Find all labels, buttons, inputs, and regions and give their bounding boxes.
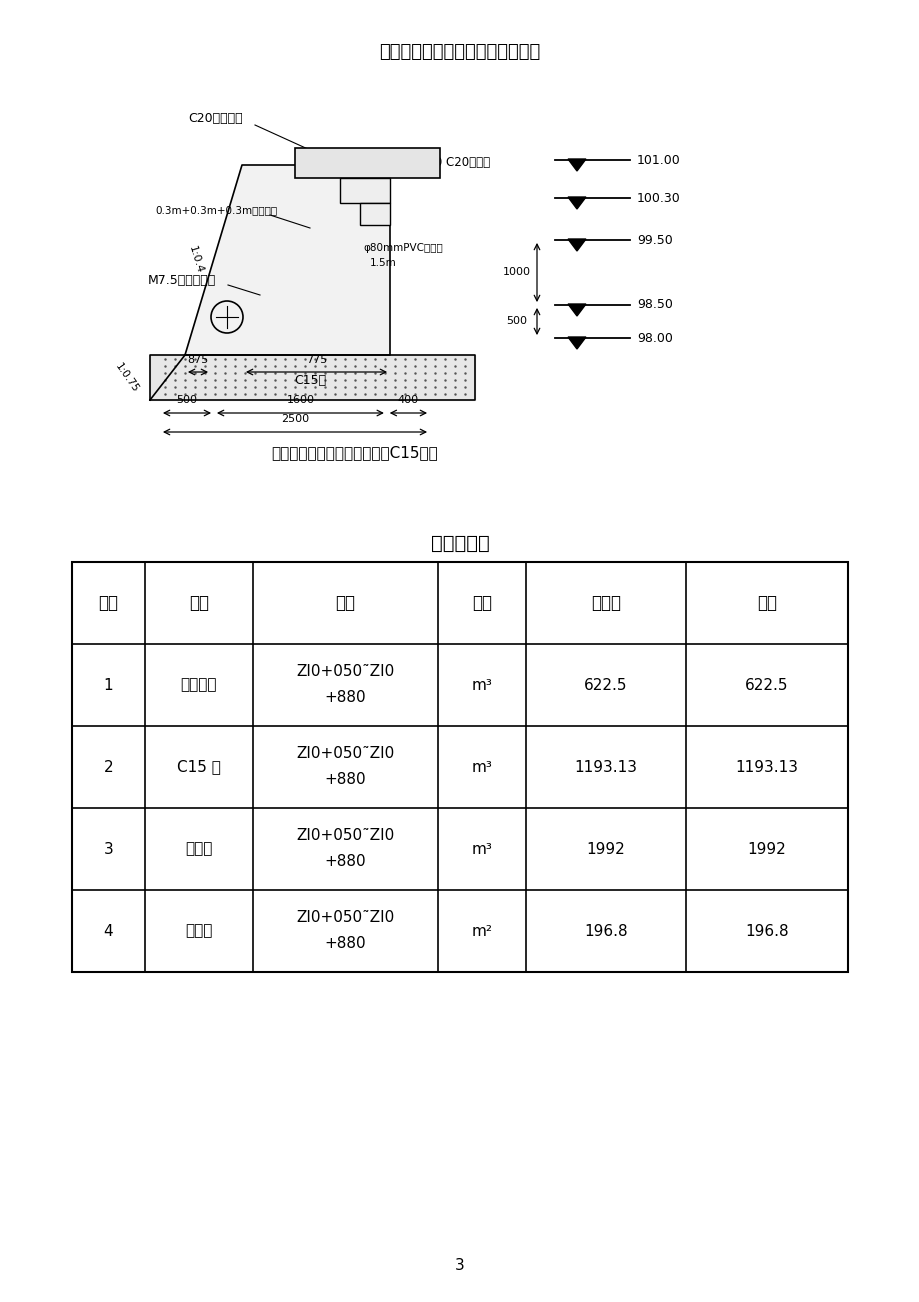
Text: 4: 4	[104, 923, 113, 939]
Text: 3: 3	[104, 841, 113, 857]
Text: ZI0+050˜ZI0: ZI0+050˜ZI0	[296, 746, 394, 762]
Text: 622.5: 622.5	[744, 677, 788, 693]
Text: 196.8: 196.8	[584, 923, 627, 939]
Text: 主要工程量: 主要工程量	[430, 534, 489, 552]
Text: 1193.13: 1193.13	[734, 759, 798, 775]
Text: 人工碎石: 人工碎石	[180, 677, 217, 693]
Text: 1:0.75: 1:0.75	[113, 361, 141, 395]
Text: 500: 500	[506, 316, 527, 326]
Text: 196.8: 196.8	[744, 923, 788, 939]
Text: 沥青板: 沥青板	[185, 923, 212, 939]
Text: m³: m³	[471, 759, 492, 775]
Text: 400: 400	[397, 395, 418, 405]
Text: 0.3m+0.3m+0.3m土石覆盖: 0.3m+0.3m+0.3m土石覆盖	[154, 204, 277, 215]
Polygon shape	[567, 240, 585, 251]
Bar	[359, 203, 390, 225]
Text: 875: 875	[187, 355, 209, 365]
Text: 622.5: 622.5	[584, 677, 627, 693]
Text: +880: +880	[324, 772, 366, 788]
Text: 3: 3	[455, 1258, 464, 1272]
Text: 序号: 序号	[98, 594, 119, 612]
Text: 1:0.4: 1:0.4	[187, 245, 204, 275]
Text: 标段: 标段	[335, 594, 355, 612]
Bar	[72, 562, 847, 973]
Text: 98.00: 98.00	[636, 332, 672, 345]
Text: 合计: 合计	[756, 594, 777, 612]
Polygon shape	[567, 197, 585, 210]
Polygon shape	[567, 303, 585, 316]
Text: 单位: 单位	[471, 594, 492, 612]
Text: ZI0+050˜ZI0: ZI0+050˜ZI0	[296, 664, 394, 680]
Text: m²: m²	[471, 923, 492, 939]
Text: 1600: 1600	[286, 395, 314, 405]
Text: C15砼: C15砼	[293, 374, 325, 387]
Text: m³: m³	[471, 677, 492, 693]
Text: 100.30: 100.30	[636, 191, 680, 204]
Text: 1.5m: 1.5m	[369, 258, 396, 268]
Text: 1000: 1000	[503, 267, 530, 277]
Polygon shape	[150, 355, 474, 400]
Text: 浆砌石挡墙、挡墙基础混凝土C15断面: 浆砌石挡墙、挡墙基础混凝土C15断面	[271, 445, 437, 461]
Polygon shape	[185, 165, 390, 355]
Text: 护岸浆砌石挡墙工程专项施工方案: 护岸浆砌石挡墙工程专项施工方案	[379, 43, 540, 61]
Bar	[295, 148, 439, 178]
Text: 2: 2	[104, 759, 113, 775]
Polygon shape	[567, 337, 585, 349]
Text: ZI0+050˜ZI0: ZI0+050˜ZI0	[296, 828, 394, 844]
Text: 1: 1	[104, 677, 113, 693]
Text: 工程量: 工程量	[590, 594, 620, 612]
Text: 600 C20散花槽: 600 C20散花槽	[420, 155, 490, 168]
Bar	[340, 178, 390, 203]
Text: 2500: 2500	[280, 414, 309, 424]
Text: 1992: 1992	[747, 841, 786, 857]
Text: 1193.13: 1193.13	[573, 759, 637, 775]
Text: φ80mmPVC泄水管: φ80mmPVC泄水管	[363, 243, 442, 253]
Text: 1992: 1992	[586, 841, 625, 857]
Text: 98.50: 98.50	[636, 298, 672, 311]
Text: +880: +880	[324, 854, 366, 870]
Text: 99.50: 99.50	[636, 233, 672, 246]
Polygon shape	[567, 159, 585, 171]
Text: 500: 500	[176, 395, 198, 405]
Text: m³: m³	[471, 841, 492, 857]
Text: C20桩柱基础: C20桩柱基础	[187, 112, 243, 125]
Text: 775: 775	[305, 355, 327, 365]
Text: ZI0+050˜ZI0: ZI0+050˜ZI0	[296, 910, 394, 926]
Text: +880: +880	[324, 690, 366, 706]
Text: +880: +880	[324, 936, 366, 952]
Text: C15 砼: C15 砼	[176, 759, 221, 775]
Text: 项目: 项目	[188, 594, 209, 612]
Text: 101.00: 101.00	[636, 154, 680, 167]
Text: 浆砌石: 浆砌石	[185, 841, 212, 857]
Text: M7.5浆砌石挡墙: M7.5浆砌石挡墙	[148, 273, 216, 286]
